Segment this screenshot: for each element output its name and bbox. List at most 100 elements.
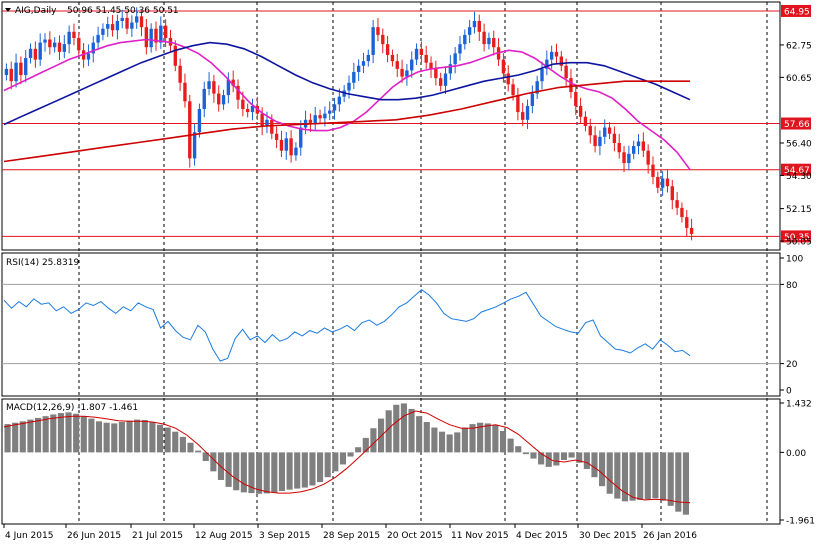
candle-body <box>9 68 13 82</box>
candle-body <box>52 42 57 48</box>
macd-signal-line <box>3 410 691 504</box>
candle-body <box>159 25 163 43</box>
macd-tick-label: 1.432 <box>786 400 812 410</box>
macd-bar <box>492 424 499 453</box>
candle-series <box>4 7 694 241</box>
macd-histogram <box>4 403 689 515</box>
macd-bar <box>682 452 689 515</box>
macd-bar <box>88 418 95 453</box>
candle-body <box>545 59 549 69</box>
macd-bar <box>484 423 491 453</box>
candle-body <box>410 59 414 71</box>
candle-body <box>356 65 361 72</box>
macd-bar <box>545 452 552 467</box>
candle-body <box>617 142 621 153</box>
candle-body <box>651 164 655 177</box>
candle-body <box>627 153 631 164</box>
candle-body <box>492 37 496 48</box>
candle-body <box>313 115 317 123</box>
candle-body <box>33 48 38 60</box>
candle-body <box>163 25 168 38</box>
macd-bar <box>507 438 514 453</box>
candle-body <box>598 136 602 147</box>
macd-bar <box>599 452 606 487</box>
candle-body <box>328 110 332 114</box>
candle-body <box>395 61 399 69</box>
macd-bar <box>134 419 141 453</box>
price-tag-57.66 <box>781 117 811 130</box>
rsi-tick-label: 0 <box>786 387 792 397</box>
candle-body <box>120 17 124 21</box>
rsi-level-lines <box>2 283 780 365</box>
candle-body <box>318 115 322 119</box>
macd-bar <box>446 434 453 453</box>
price-pane[interactable] <box>1 1 781 251</box>
ohlc-values: 50.96 51.45 50.36 50.51 <box>67 6 179 16</box>
macd-bar <box>210 452 217 472</box>
macd-bar <box>553 452 560 466</box>
candle-body <box>405 70 409 77</box>
candle-body <box>689 227 694 234</box>
macd-bar <box>240 452 247 493</box>
time-label: 26 Jun 2015 <box>67 531 121 541</box>
price-horizontal-lines <box>2 10 780 237</box>
candle-body <box>4 68 9 76</box>
macd-tick-label: -1.961 <box>786 517 815 527</box>
candle-body <box>434 68 438 79</box>
candle-body <box>603 127 607 137</box>
price-tag-label: 54.67 <box>784 166 810 176</box>
macd-bar <box>19 421 26 453</box>
macd-bar <box>499 431 507 453</box>
macd-bar <box>408 408 415 453</box>
candle-body <box>588 126 592 136</box>
candle-body <box>438 78 443 86</box>
macd-bar <box>111 423 118 453</box>
candle-body <box>67 31 71 45</box>
time-label: 4 Jun 2015 <box>5 531 53 541</box>
macd-bar <box>629 452 636 501</box>
candle-body <box>656 176 660 188</box>
macd-bar <box>621 452 629 502</box>
price-tick-label: 62.75 <box>786 41 812 51</box>
candle-body <box>458 44 462 54</box>
macd-bar <box>164 427 171 453</box>
macd-bar <box>370 428 377 453</box>
macd-bar <box>301 452 308 488</box>
macd-bar <box>309 452 316 486</box>
macd-tick-label: 0.00 <box>786 449 806 459</box>
collapse-triangle-icon[interactable] <box>5 8 11 12</box>
candle-body <box>110 24 115 31</box>
price-tag-label: 64.95 <box>784 7 810 17</box>
candle-body <box>390 54 395 62</box>
time-axis: 4 Jun 2015 26 Jun 2015 21 Jul 2015 12 Aug 2… <box>3 524 697 541</box>
candle-body <box>506 73 510 85</box>
candle-body <box>448 64 453 74</box>
macd-bar <box>278 452 286 491</box>
candle-body <box>472 20 477 28</box>
macd-bar <box>454 432 461 453</box>
macd-bar <box>606 452 613 494</box>
candle-body <box>96 34 100 43</box>
candle-body <box>530 93 535 106</box>
candle-body <box>482 31 486 45</box>
candle-body <box>221 95 226 105</box>
symbol-label: AIG,Daily <box>15 6 57 16</box>
macd-bar <box>141 419 148 453</box>
candle-body <box>130 22 134 29</box>
macd-bar <box>515 446 522 453</box>
candle-body <box>226 79 231 96</box>
candle-body <box>284 138 288 151</box>
rsi-label: RSI(14) 25.8319 <box>6 258 79 268</box>
macd-bar <box>12 422 19 453</box>
rsi-tick-label: 20 <box>786 360 798 370</box>
candle-body <box>72 31 76 38</box>
rsi-pane[interactable] <box>1 252 781 397</box>
candle-body <box>680 207 684 218</box>
moving-average-1 <box>3 41 691 126</box>
price-tag-50.35 <box>781 230 811 243</box>
candle-body <box>516 95 520 113</box>
macd-bar <box>362 437 369 453</box>
candle-body <box>414 48 419 60</box>
